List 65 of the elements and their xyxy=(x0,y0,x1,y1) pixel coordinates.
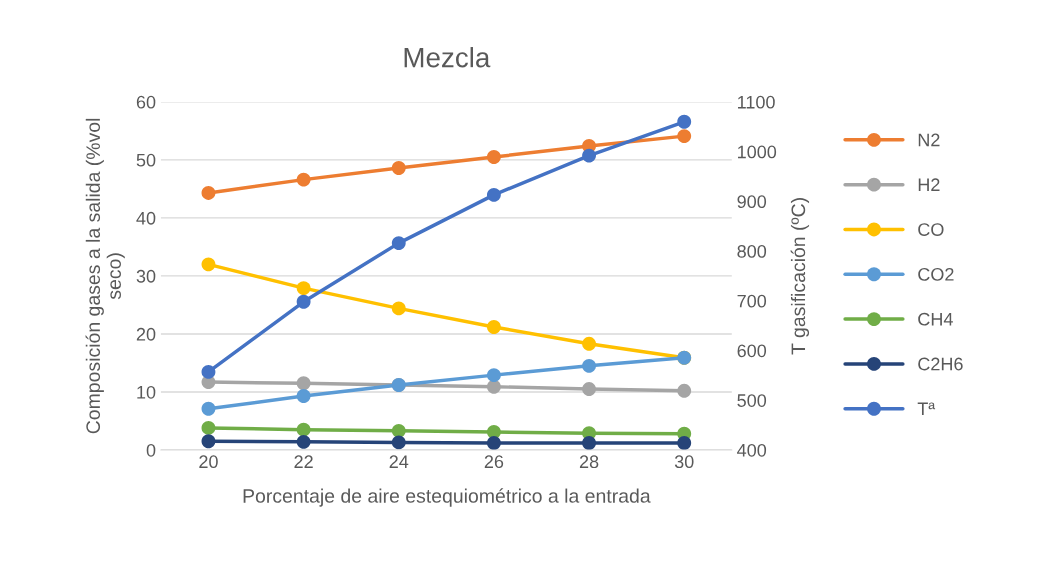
x-tick-label: 22 xyxy=(294,455,313,468)
y2-tick-label: 800 xyxy=(737,245,767,258)
point xyxy=(296,434,311,449)
point xyxy=(486,368,501,383)
point xyxy=(486,187,501,202)
point xyxy=(677,114,692,129)
point xyxy=(201,401,216,416)
x-tick-label: 28 xyxy=(579,455,599,469)
legend-label: C2H6 xyxy=(918,357,963,371)
point xyxy=(677,436,692,450)
y2-tick-label: 500 xyxy=(737,394,767,407)
x-tick-label: 30 xyxy=(674,455,694,469)
point xyxy=(391,423,406,438)
point xyxy=(391,161,406,175)
point xyxy=(486,436,501,450)
y-tick-label: 30 xyxy=(136,269,156,283)
x-tick-label: 20 xyxy=(199,455,218,469)
y-tick-label: 0 xyxy=(146,443,156,457)
point xyxy=(582,436,597,450)
point xyxy=(582,148,597,163)
legend-label: Tª xyxy=(917,402,936,416)
x-axis-title: Porcentaje de aire estequiométrico a la entrada xyxy=(243,488,651,507)
y2-tick-label: 400 xyxy=(737,443,767,457)
point xyxy=(677,129,692,144)
point xyxy=(296,422,311,437)
point xyxy=(296,281,311,296)
y-tick-label: 50 xyxy=(136,153,156,167)
point xyxy=(582,382,597,396)
point xyxy=(391,301,406,316)
legend-label: CO2 xyxy=(918,267,954,281)
point xyxy=(201,257,216,272)
point xyxy=(296,389,311,403)
point xyxy=(296,376,311,391)
point xyxy=(486,150,501,164)
point xyxy=(201,420,216,435)
point xyxy=(391,236,406,251)
point xyxy=(391,435,406,450)
x-tick-label: 24 xyxy=(389,455,409,468)
point xyxy=(677,383,692,398)
y2-tick-label: 1100 xyxy=(738,95,775,109)
point xyxy=(296,294,311,309)
legend-label: H2 xyxy=(918,178,940,191)
y2-tick-label: 700 xyxy=(737,294,767,308)
y2-tick-label: 900 xyxy=(737,195,767,209)
y2-tick-label: 600 xyxy=(737,344,767,358)
x-tick-label: 26 xyxy=(484,455,504,469)
y-tick-label: 60 xyxy=(136,95,156,109)
point xyxy=(582,336,597,351)
point xyxy=(486,379,501,394)
y-tick-label: 10 xyxy=(137,385,156,399)
y2-tick-label: 1000 xyxy=(738,145,777,159)
point xyxy=(201,364,216,379)
y-tick-label: 20 xyxy=(136,327,156,341)
point xyxy=(201,186,216,200)
legend-label: CH4 xyxy=(918,312,953,326)
point xyxy=(486,320,501,334)
point xyxy=(201,434,216,449)
chart-title: Mezcla xyxy=(404,47,491,68)
y-tick-label: 40 xyxy=(136,211,156,225)
point xyxy=(296,172,311,187)
point xyxy=(582,358,597,373)
legend-label: N2 xyxy=(918,133,940,147)
y2-axis-title: T gasificación (ºC) xyxy=(790,198,810,355)
legend-label: CO xyxy=(918,223,944,236)
y-axis-title: Composición gases a la salida (%vol seco) xyxy=(85,118,125,434)
